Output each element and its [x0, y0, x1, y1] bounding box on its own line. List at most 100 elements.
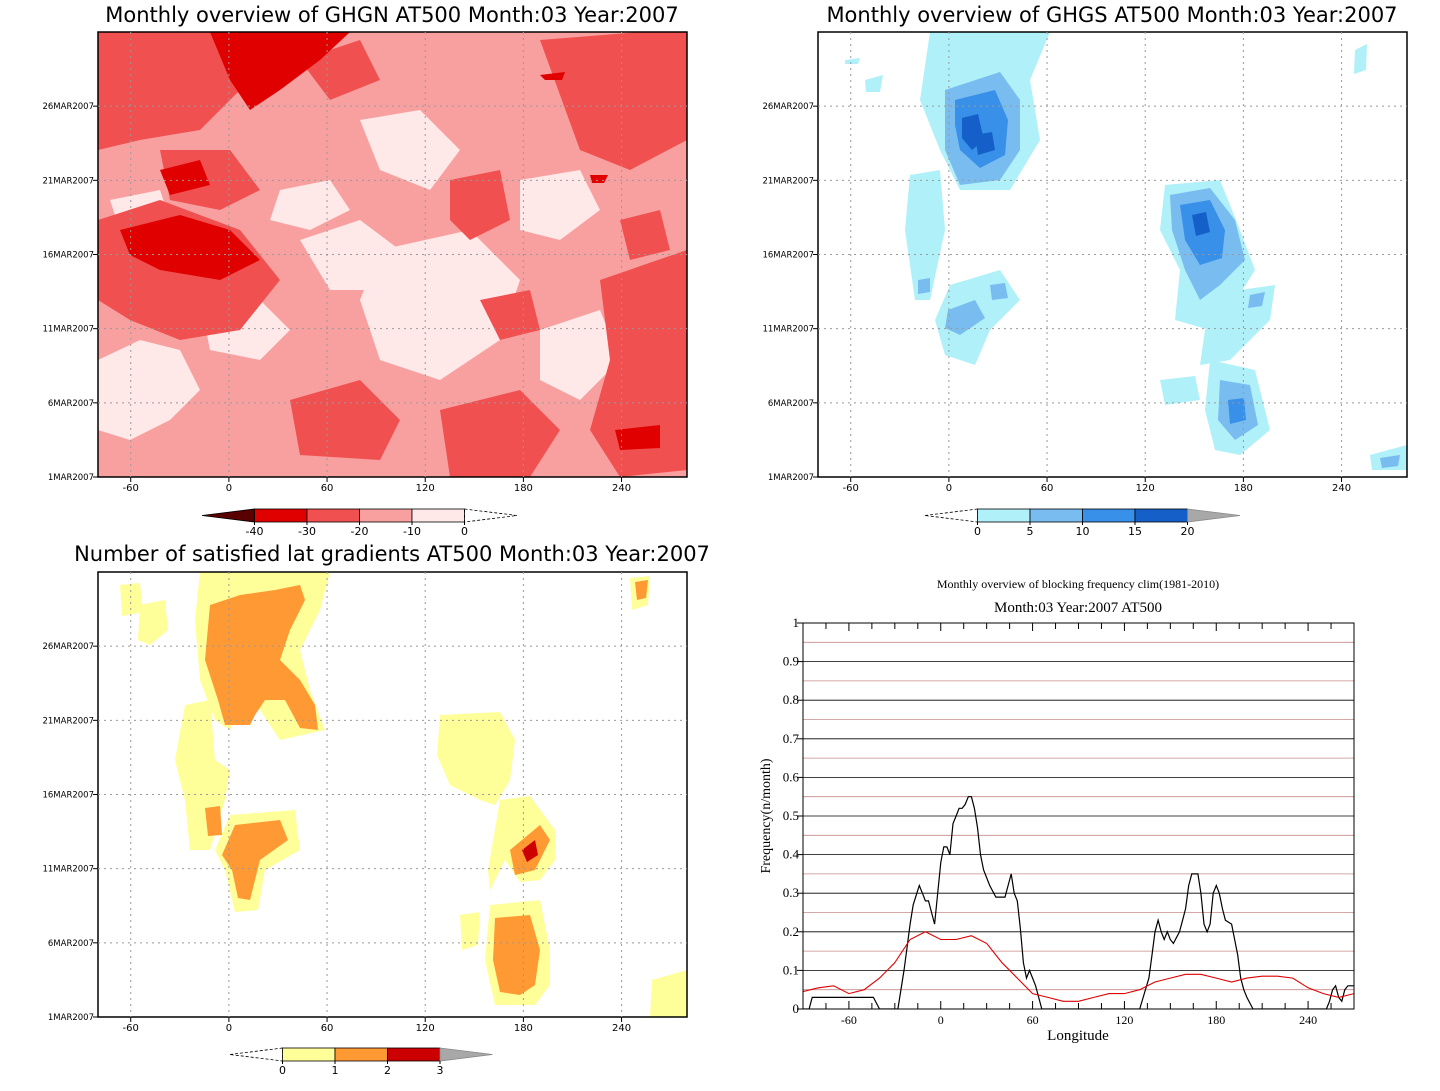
lat-y-tick-label: 21MAR2007 — [42, 716, 94, 726]
chart-x-label: Longitude — [1047, 1028, 1109, 1044]
chart-x-axis: -60 0 60 120 180 240 — [825, 623, 1332, 1027]
ghgs-x-axis: -60 0 60 120 180 240 — [843, 477, 1351, 494]
ghgn-colorbar: -40 -30 -20 -10 0 — [201, 508, 518, 538]
ghgn-y-tick-label: 26MAR2007 — [42, 102, 94, 112]
chart-y-tick-label: 0.9 — [783, 654, 799, 669]
lat-y-tick-label: 16MAR2007 — [42, 791, 94, 801]
chart-series-2007-line — [803, 796, 1354, 1009]
ghgs-title: Monthly overview of GHGS AT500 Month:03 … — [826, 3, 1397, 27]
lat-colorbar-swatch — [282, 1047, 336, 1062]
lat-y-tick-label: 1MAR2007 — [48, 1013, 94, 1023]
ghgs-x-tick-label: 120 — [1136, 483, 1155, 494]
ghgs-x-tick-label: -60 — [843, 483, 859, 494]
ghgn-grid — [98, 32, 687, 477]
ghgn-colorbar-end — [201, 508, 255, 523]
chart-x-tick-label: 120 — [1115, 1013, 1133, 1027]
lat-gradients-grid — [98, 572, 687, 1017]
ghgs-colorbar-label: 15 — [1128, 525, 1142, 538]
chart-y-tick-label: 0.6 — [783, 769, 800, 784]
ghgs-colorbar-end — [924, 508, 978, 523]
chart-title: Monthly overview of blocking frequency c… — [937, 577, 1219, 591]
ghgs-x-tick-label: 60 — [1041, 483, 1054, 494]
lat-colorbar-swatch — [387, 1047, 441, 1062]
ghgn-colorbar-label: -40 — [246, 525, 264, 538]
ghgn-x-axis: -60 0 60 120 180 240 — [123, 477, 631, 494]
chart-y-axis: 0 0.1 0.2 0.3 0.4 0.5 0.6 0.7 0.8 0.9 1 — [783, 615, 803, 1016]
lat-colorbar-label: 3 — [437, 1064, 444, 1077]
chart-y-label: Frequency(n/month) — [759, 758, 774, 873]
ghgs-grid — [818, 32, 1407, 477]
ghgn-y-axis: 1MAR2007 6MAR2007 11MAR2007 16MAR2007 21MAR2… — [42, 102, 98, 483]
lat-x-tick-label: 240 — [612, 1023, 631, 1034]
chart-y-tick-label: 0.2 — [783, 924, 799, 939]
lat-x-tick-label: 120 — [416, 1023, 435, 1034]
ghgs-colorbar: 0 5 10 15 20 — [924, 508, 1241, 538]
ghgs-y-tick-label: 11MAR2007 — [762, 325, 814, 335]
lat-x-tick-label: 0 — [226, 1023, 232, 1034]
ghgn-colorbar-swatch — [306, 508, 360, 523]
ghgs-x-tick-label: 240 — [1332, 483, 1351, 494]
ghgn-y-tick-label: 16MAR2007 — [42, 251, 94, 261]
chart-y-tick-label: 0.3 — [783, 885, 799, 900]
ghgn-x-tick-label: 60 — [321, 483, 334, 494]
chart-x-tick-label: -60 — [841, 1013, 857, 1027]
ghgs-colorbar-label: 0 — [974, 525, 981, 538]
ghgs-y-tick-label: 26MAR2007 — [762, 102, 814, 112]
ghgs-colorbar-label: 20 — [1181, 525, 1195, 538]
lat-colorbar-label: 2 — [384, 1064, 391, 1077]
ghgn-colorbar-swatch — [254, 508, 308, 523]
lat-x-tick-label: 180 — [514, 1023, 533, 1034]
lat-colorbar-swatch — [334, 1047, 388, 1062]
chart-subtitle: Month:03 Year:2007 AT500 — [994, 600, 1162, 616]
lat-gradients-y-axis: 1MAR2007 6MAR2007 11MAR2007 16MAR2007 21MAR2… — [42, 642, 98, 1023]
ghgs-colorbar-swatch — [1029, 508, 1083, 523]
ghgn-colorbar-label: -30 — [298, 525, 316, 538]
lat-colorbar-label: 1 — [332, 1064, 339, 1077]
ghgn-colorbar-swatch — [359, 508, 413, 523]
ghgs-y-tick-label: 6MAR2007 — [768, 399, 814, 409]
lat-y-tick-label: 26MAR2007 — [42, 642, 94, 652]
ghgs-colorbar-swatch — [1082, 508, 1136, 523]
chart-y-tick-label: 0 — [793, 1001, 800, 1016]
ghgn-x-tick-label: -60 — [123, 483, 139, 494]
lat-gradients-title: Number of satisfied lat gradients AT500 … — [74, 542, 710, 566]
lat-colorbar-label: 0 — [279, 1064, 286, 1077]
ghgs-colorbar-label: 5 — [1027, 525, 1034, 538]
ghgs-y-tick-label: 21MAR2007 — [762, 176, 814, 186]
ghgn-colorbar-swatch — [411, 508, 465, 523]
lat-x-tick-label: -60 — [123, 1023, 139, 1034]
ghgs-x-tick-label: 0 — [946, 483, 952, 494]
ghgn-x-tick-label: 240 — [612, 483, 631, 494]
lat-y-tick-label: 11MAR2007 — [42, 865, 94, 875]
chart-y-tick-label: 0.7 — [783, 731, 800, 746]
ghgs-panel: Monthly overview of GHGS AT500 Month:03 … — [762, 3, 1408, 538]
lat-gradients-colorbar: 0 1 2 3 — [229, 1047, 493, 1077]
ghgn-title: Monthly overview of GHGN AT500 Month:03 … — [105, 3, 678, 27]
lat-colorbar-end — [229, 1047, 283, 1062]
chart-y-tick-label: 0.1 — [783, 962, 799, 977]
ghgn-colorbar-label: -20 — [351, 525, 369, 538]
chart-y-tick-label: 0.8 — [783, 692, 799, 707]
chart-y-tick-label: 0.5 — [783, 808, 799, 823]
ghgn-y-tick-label: 11MAR2007 — [42, 325, 94, 335]
ghgn-x-tick-label: 180 — [514, 483, 533, 494]
ghgs-y-tick-label: 16MAR2007 — [762, 251, 814, 261]
ghgn-colorbar-end — [464, 508, 518, 523]
lat-x-tick-label: 60 — [321, 1023, 334, 1034]
ghgn-panel: Monthly overview of GHGN AT500 Month:03 … — [42, 3, 688, 538]
chart-series — [803, 796, 1354, 1009]
chart-y-tick-label: 1 — [793, 615, 800, 630]
ghgs-y-tick-label: 1MAR2007 — [768, 473, 814, 483]
chart-x-tick-label: 240 — [1299, 1013, 1317, 1027]
lat-y-tick-label: 6MAR2007 — [48, 939, 94, 949]
blocking-frequency-chart: Monthly overview of blocking frequency c… — [759, 577, 1355, 1044]
ghgs-y-axis: 1MAR2007 6MAR2007 11MAR2007 16MAR2007 21MAR2… — [762, 102, 818, 483]
chart-x-tick-label: 60 — [1027, 1013, 1039, 1027]
ghgs-colorbar-swatch — [1134, 508, 1188, 523]
lat-colorbar-end — [439, 1047, 493, 1062]
ghgn-x-tick-label: 0 — [226, 483, 232, 494]
ghgn-colorbar-label: -10 — [403, 525, 421, 538]
ghgs-colorbar-end — [1187, 508, 1241, 523]
ghgn-y-tick-label: 6MAR2007 — [48, 399, 94, 409]
